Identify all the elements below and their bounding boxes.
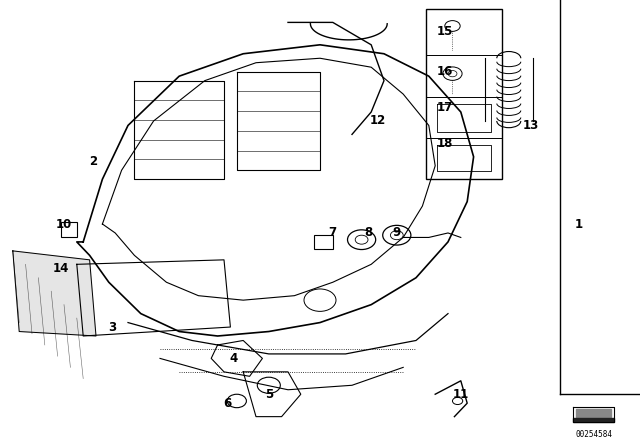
Bar xyxy=(314,235,333,249)
Text: 5: 5 xyxy=(265,388,273,401)
Text: 12: 12 xyxy=(369,114,386,128)
Text: 18: 18 xyxy=(436,137,453,150)
Text: 15: 15 xyxy=(436,25,453,38)
Text: 11: 11 xyxy=(452,388,469,401)
Polygon shape xyxy=(576,409,611,417)
Bar xyxy=(426,9,502,179)
Text: 1: 1 xyxy=(575,217,583,231)
Text: 14: 14 xyxy=(52,262,69,276)
Text: 10: 10 xyxy=(56,217,72,231)
Text: 7: 7 xyxy=(329,226,337,240)
Bar xyxy=(61,222,77,237)
Text: 9: 9 xyxy=(393,226,401,240)
Text: 17: 17 xyxy=(436,101,453,114)
Text: 16: 16 xyxy=(436,65,453,78)
Text: 6: 6 xyxy=(223,396,231,410)
Text: 8: 8 xyxy=(364,226,372,240)
Text: 3: 3 xyxy=(108,320,116,334)
Text: 4: 4 xyxy=(230,352,237,365)
Text: 13: 13 xyxy=(523,119,540,132)
Polygon shape xyxy=(573,418,614,422)
Polygon shape xyxy=(13,251,96,336)
Text: 00254584: 00254584 xyxy=(575,430,612,439)
Text: 2: 2 xyxy=(89,155,97,168)
